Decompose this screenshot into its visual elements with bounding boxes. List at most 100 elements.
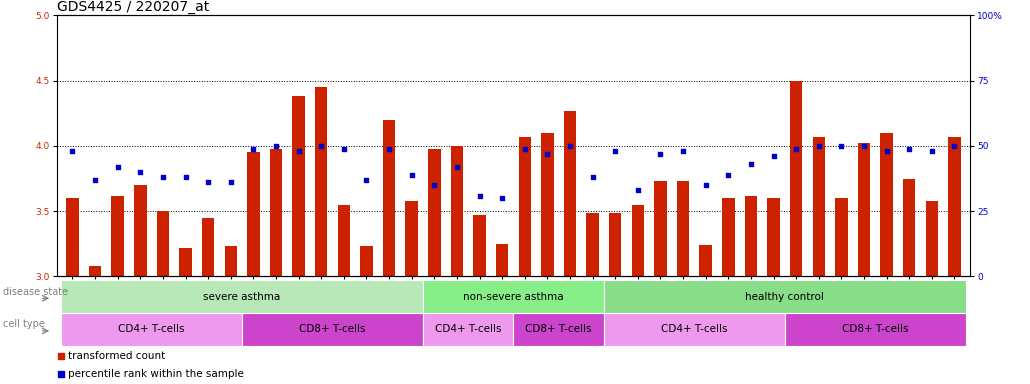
Point bbox=[404, 172, 420, 178]
Bar bbox=[66, 198, 78, 276]
Bar bbox=[813, 137, 825, 276]
Point bbox=[743, 161, 759, 167]
Text: cell type: cell type bbox=[3, 319, 44, 329]
Point bbox=[200, 179, 216, 185]
Bar bbox=[202, 218, 214, 276]
Bar bbox=[609, 212, 621, 276]
Point bbox=[336, 146, 352, 152]
Bar bbox=[790, 81, 802, 276]
Point bbox=[87, 177, 103, 183]
Bar bbox=[157, 211, 169, 276]
Bar bbox=[881, 133, 893, 276]
Point bbox=[154, 174, 171, 180]
Bar bbox=[563, 111, 576, 276]
Bar bbox=[767, 198, 780, 276]
Point bbox=[53, 353, 69, 359]
Point bbox=[720, 172, 736, 178]
Bar bbox=[785, 313, 966, 346]
Text: transformed count: transformed count bbox=[68, 351, 166, 361]
Bar bbox=[428, 149, 441, 276]
Bar bbox=[61, 280, 423, 313]
Bar bbox=[406, 201, 418, 276]
Point bbox=[268, 143, 284, 149]
Point bbox=[879, 148, 895, 154]
Point bbox=[901, 146, 918, 152]
Bar bbox=[518, 137, 531, 276]
Point bbox=[245, 146, 262, 152]
Point bbox=[765, 153, 782, 159]
Point bbox=[924, 148, 940, 154]
Point bbox=[652, 151, 668, 157]
Bar bbox=[699, 245, 712, 276]
Text: non-severe asthma: non-severe asthma bbox=[464, 291, 563, 302]
Text: disease state: disease state bbox=[3, 287, 68, 297]
Point bbox=[358, 177, 375, 183]
Point bbox=[516, 146, 533, 152]
Bar bbox=[225, 247, 237, 276]
Point bbox=[697, 182, 714, 188]
Point bbox=[788, 146, 804, 152]
Bar bbox=[858, 143, 870, 276]
Bar bbox=[179, 248, 192, 276]
Point bbox=[947, 143, 963, 149]
Point bbox=[381, 146, 398, 152]
Point bbox=[494, 195, 511, 201]
Bar bbox=[360, 247, 373, 276]
Bar bbox=[835, 198, 848, 276]
Bar bbox=[270, 149, 282, 276]
Bar bbox=[903, 179, 916, 276]
Bar bbox=[495, 244, 509, 276]
Text: percentile rank within the sample: percentile rank within the sample bbox=[68, 369, 244, 379]
Point bbox=[539, 151, 555, 157]
Text: CD8+ T-cells: CD8+ T-cells bbox=[525, 324, 592, 334]
Text: CD4+ T-cells: CD4+ T-cells bbox=[661, 324, 727, 334]
Point bbox=[675, 148, 691, 154]
Bar bbox=[61, 313, 242, 346]
Point bbox=[629, 187, 646, 194]
Point bbox=[177, 174, 194, 180]
Point bbox=[607, 148, 623, 154]
Point bbox=[313, 143, 330, 149]
Bar bbox=[111, 195, 124, 276]
Text: CD8+ T-cells: CD8+ T-cells bbox=[300, 324, 366, 334]
Bar bbox=[513, 313, 604, 346]
Point bbox=[561, 143, 578, 149]
Point bbox=[449, 164, 466, 170]
Bar bbox=[654, 181, 666, 276]
Point bbox=[64, 148, 80, 154]
Bar bbox=[474, 215, 486, 276]
Point bbox=[53, 371, 69, 377]
Point bbox=[811, 143, 827, 149]
Point bbox=[109, 164, 126, 170]
Point bbox=[290, 148, 307, 154]
Point bbox=[132, 169, 148, 175]
Bar bbox=[926, 201, 938, 276]
Bar bbox=[338, 205, 350, 276]
Bar bbox=[949, 137, 961, 276]
Text: GDS4425 / 220207_at: GDS4425 / 220207_at bbox=[57, 0, 209, 14]
Bar bbox=[247, 152, 260, 276]
Bar bbox=[722, 198, 734, 276]
Text: severe asthma: severe asthma bbox=[204, 291, 281, 302]
Bar bbox=[541, 133, 553, 276]
Bar bbox=[293, 96, 305, 276]
Bar bbox=[89, 266, 101, 276]
Point bbox=[833, 143, 850, 149]
Bar bbox=[423, 313, 513, 346]
Point bbox=[856, 143, 872, 149]
Text: CD8+ T-cells: CD8+ T-cells bbox=[843, 324, 908, 334]
Text: CD4+ T-cells: CD4+ T-cells bbox=[118, 324, 184, 334]
Point bbox=[472, 192, 488, 199]
Bar bbox=[604, 280, 966, 313]
Bar bbox=[604, 313, 785, 346]
Bar bbox=[383, 120, 396, 276]
Bar bbox=[451, 146, 464, 276]
Text: healthy control: healthy control bbox=[746, 291, 824, 302]
Bar bbox=[134, 185, 146, 276]
Bar bbox=[677, 181, 689, 276]
Point bbox=[222, 179, 239, 185]
Bar bbox=[631, 205, 644, 276]
Text: CD4+ T-cells: CD4+ T-cells bbox=[435, 324, 502, 334]
Point bbox=[426, 182, 443, 188]
Bar bbox=[242, 313, 423, 346]
